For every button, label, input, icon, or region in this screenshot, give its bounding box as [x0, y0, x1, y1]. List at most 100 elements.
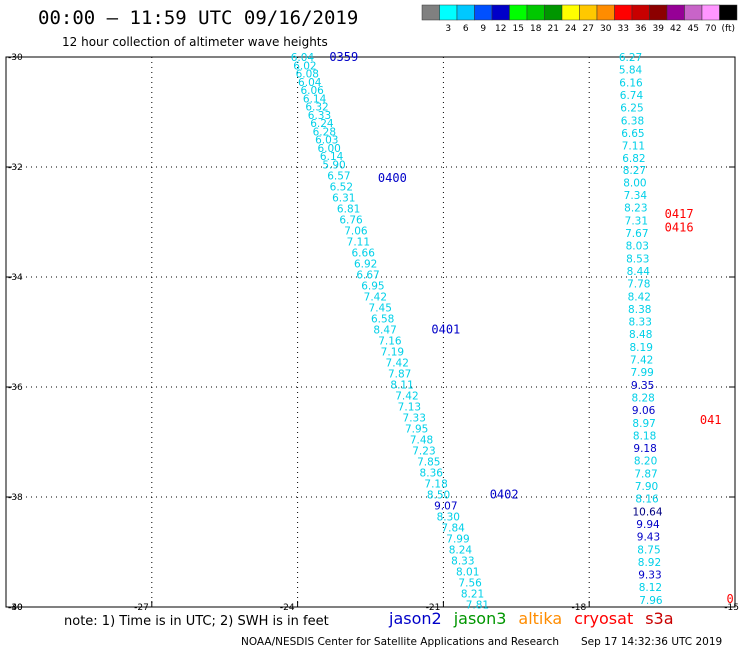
wave-height-value: 7.18: [424, 478, 447, 490]
wave-height-value: 5.84: [619, 65, 643, 77]
wave-height-value: 8.23: [624, 203, 647, 215]
wave-height-value: 6.14: [320, 151, 344, 163]
footer-note: note: 1) Time is in UTC; 2) SWH is in fe…: [64, 614, 329, 629]
pass-time-label: 0417: [665, 207, 694, 221]
colorbar-tick-label: 36: [635, 24, 647, 34]
wave-height-value: 7.45: [369, 302, 392, 314]
wave-height-value: 8.48: [629, 329, 652, 341]
wave-height-value: 6.92: [354, 258, 377, 270]
wave-height-value: 9.35: [631, 380, 654, 392]
wave-height-value: 6.74: [620, 90, 644, 102]
latitude-label: -34: [8, 273, 23, 283]
legend-jason2: jason2: [388, 609, 442, 628]
wave-height-value: 7.42: [630, 355, 653, 367]
wave-height-value: 6.52: [330, 181, 353, 193]
colorbar-swatch: [614, 4, 633, 21]
wave-height-value: 6.16: [619, 77, 643, 89]
longitude-label: -27: [134, 603, 149, 613]
corner-label-left: -30: [8, 603, 23, 613]
latitude-label: -32: [8, 163, 23, 173]
pass-time-label: 0400: [378, 171, 407, 185]
latitude-label: -36: [8, 383, 23, 393]
colorbar-swatch: [491, 4, 510, 21]
wave-height-value: 7.87: [634, 468, 657, 480]
wave-height-value: 7.42: [364, 291, 387, 303]
wave-height-value: 8.12: [639, 582, 662, 594]
wave-height-value: 8.33: [629, 317, 652, 329]
pass-time-label: 0416: [665, 221, 694, 235]
legend-jason3: jason3: [453, 609, 507, 628]
wave-height-value: 8.16: [635, 494, 659, 506]
wave-height-value: 8.36: [420, 467, 444, 479]
pass-time-label: 0359: [329, 50, 358, 64]
wave-height-value: 7.11: [347, 236, 370, 248]
pass-time-label: 0401: [431, 322, 460, 336]
wave-height-value: 7.78: [627, 279, 650, 291]
wave-height-value: 6.81: [337, 203, 360, 215]
wave-height-value: 6.67: [356, 269, 379, 281]
wave-height-value: 6.00: [317, 143, 340, 155]
colorbar-tick-label: 3: [445, 24, 451, 34]
colorbar-tick-label: 45: [688, 24, 699, 34]
colorbar-tick-label: 33: [618, 24, 629, 34]
wave-height-value: 6.03: [315, 135, 338, 147]
wave-height-value: 6.58: [371, 313, 394, 325]
wave-height-value: 6.57: [327, 170, 350, 182]
wave-height-value: 8.92: [638, 557, 661, 569]
colorbar-swatch: [596, 4, 615, 21]
wave-height-value: 6.14: [303, 93, 327, 105]
wave-height-value: 7.06: [344, 225, 368, 237]
wave-height-value: 7.34: [624, 190, 648, 202]
wave-height-value: 9.33: [638, 570, 661, 582]
wave-height-value: 7.85: [417, 456, 440, 468]
wave-height-value: 8.50: [427, 489, 450, 501]
wave-height-value: 6.65: [621, 128, 644, 140]
wave-height-value: 6.82: [622, 153, 645, 165]
wave-height-value: 7.33: [403, 412, 426, 424]
wave-height-value: 8.30: [437, 511, 460, 523]
legend-altika: altika: [518, 609, 562, 628]
footer-credit: NOAA/NESDIS Center for Satellite Applica…: [241, 636, 559, 648]
wave-height-value: 6.38: [621, 115, 644, 127]
latitude-label: -40: [8, 603, 23, 613]
wave-height-value: 6.32: [305, 102, 328, 114]
colorbar-tick-label: 12: [495, 24, 506, 34]
wave-height-value: 7.48: [410, 434, 433, 446]
satellite-legend: jason2 jason3 altika cryosat s3a: [388, 609, 674, 628]
colorbar-swatch: [526, 4, 545, 21]
wave-height-value: 7.23: [412, 445, 435, 457]
wave-height-value: 6.31: [332, 192, 355, 204]
corner-label-right: -15: [724, 603, 739, 613]
wave-height-value: 6.08: [296, 69, 319, 81]
wave-height-value: 8.33: [451, 555, 474, 567]
wave-height-value: 7.99: [630, 367, 653, 379]
colorbar-tick-label: 27: [583, 24, 594, 34]
page-title: 00:00 – 11:59 UTC 09/16/2019: [38, 7, 358, 29]
colorbar-tick-label: 21: [548, 24, 559, 34]
colorbar-swatch: [666, 4, 685, 21]
pass-time-label: 0402: [490, 487, 519, 501]
wave-height-value: 7.56: [458, 577, 482, 589]
colorbar-tick-label: 70: [705, 24, 717, 34]
wave-height-value: 8.01: [456, 566, 479, 578]
wave-height-value: 8.47: [373, 324, 396, 336]
wave-height-value: 8.38: [628, 304, 651, 316]
wave-height-value: 8.21: [461, 588, 484, 600]
wave-height-value: 6.28: [313, 126, 336, 138]
wave-height-value: 7.99: [446, 533, 469, 545]
track-west: 6.046.026.086.046.066.146.326.336.246.28…: [291, 50, 519, 611]
wave-height-value: 7.42: [386, 357, 409, 369]
wave-height-value: 9.94: [636, 519, 660, 531]
wave-height-value: 7.19: [381, 346, 404, 358]
colorbar-swatch: [579, 4, 598, 21]
wave-height-value: 6.95: [361, 280, 384, 292]
colorbar-tick-label: 9: [480, 24, 486, 34]
colorbar-swatch: [684, 4, 703, 21]
wave-height-value: 7.95: [405, 423, 428, 435]
wave-height-value: 8.03: [626, 241, 649, 253]
colorbar-swatch: [421, 4, 440, 21]
wave-height-value: 7.90: [635, 481, 658, 493]
wave-height-value: 7.31: [625, 215, 648, 227]
colorbar-tick-label: 18: [530, 24, 542, 34]
